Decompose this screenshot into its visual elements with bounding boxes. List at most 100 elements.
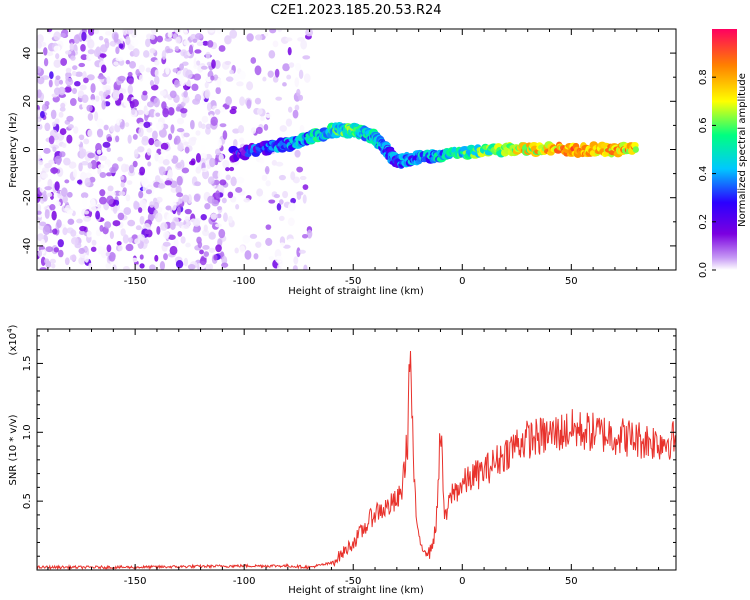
noise-point [101, 100, 106, 110]
noise-point [182, 95, 190, 104]
noise-point [217, 170, 223, 180]
noise-point [71, 237, 79, 245]
noise-point [273, 193, 280, 199]
noise-point [98, 196, 107, 205]
noise-point [118, 191, 126, 196]
noise-point [176, 192, 184, 198]
noise-point [117, 245, 123, 252]
noise-point [137, 146, 145, 153]
noise-point [58, 111, 64, 118]
noise-point [305, 29, 314, 37]
noise-point [190, 158, 196, 166]
noise-point [86, 104, 93, 112]
noise-point [185, 242, 191, 248]
noise-point [73, 126, 79, 134]
noise-point [125, 243, 134, 252]
noise-point [174, 162, 183, 170]
noise-point [149, 201, 155, 208]
noise-point [176, 175, 183, 186]
chart-title: C2E1.2023.185.20.53.R24 [270, 3, 441, 18]
noise-point [155, 212, 163, 223]
noise-point [193, 193, 201, 202]
noise-point [131, 99, 139, 108]
noise-point [157, 156, 164, 164]
noise-point [133, 200, 139, 210]
noise-point [204, 81, 209, 89]
noise-point [250, 127, 257, 134]
noise-point [58, 86, 66, 96]
noise-point [55, 53, 60, 60]
noise-point [162, 159, 170, 166]
noise-point [216, 206, 222, 211]
noise-point [265, 237, 273, 246]
y-tick-label: 0.5 [22, 493, 33, 509]
noise-point [106, 244, 112, 253]
noise-point [37, 142, 40, 147]
noise-point [202, 229, 210, 237]
noise-point [216, 29, 223, 34]
noise-point [242, 234, 251, 244]
noise-point [156, 35, 164, 43]
noise-point [214, 223, 222, 228]
noise-point [44, 162, 52, 169]
noise-point [166, 48, 174, 54]
noise-point [96, 118, 105, 128]
noise-point [127, 78, 134, 85]
noise-point [175, 36, 181, 44]
noise-point [167, 106, 175, 116]
noise-point [43, 58, 49, 67]
noise-point [200, 145, 206, 151]
x-tick-label: 50 [565, 276, 578, 287]
noise-point [61, 187, 68, 197]
noise-point [277, 29, 283, 33]
noise-point [205, 123, 212, 130]
noise-point [129, 60, 136, 69]
noise-point [203, 224, 208, 233]
noise-point [175, 185, 182, 195]
noise-point [44, 209, 50, 219]
noise-point [176, 206, 181, 216]
noise-point [282, 190, 289, 199]
noise-point [221, 262, 229, 268]
noise-point [229, 166, 235, 172]
noise-point [143, 121, 151, 129]
x-tick-label: -150 [124, 276, 147, 287]
noise-point [55, 75, 61, 81]
noise-point [102, 141, 111, 148]
noise-point [132, 48, 140, 58]
noise-point [87, 112, 94, 121]
noise-point [229, 29, 238, 39]
noise-point [127, 71, 133, 77]
noise-point [217, 77, 222, 87]
y-tick-label: 20 [22, 95, 33, 108]
noise-point [125, 35, 131, 46]
x-tick-label: 0 [459, 276, 465, 287]
noise-point [87, 49, 95, 55]
noise-point [278, 215, 285, 221]
noise-point [216, 213, 222, 219]
noise-point [83, 138, 90, 145]
noise-point [225, 96, 232, 106]
noise-point [180, 236, 186, 244]
noise-point [153, 97, 160, 108]
colorbar-label: Normalized spectral amplitude [737, 73, 748, 227]
noise-point [126, 96, 132, 102]
noise-point [210, 213, 218, 220]
noise-point [213, 254, 218, 261]
noise-point [81, 31, 87, 42]
noise-point [302, 184, 309, 190]
noise-point [155, 112, 161, 117]
noise-point [134, 238, 141, 245]
noise-point [183, 39, 190, 46]
noise-point [205, 51, 211, 60]
noise-point [282, 82, 287, 87]
noise-point [255, 241, 262, 248]
noise-point [103, 124, 109, 131]
noise-point [174, 45, 180, 52]
noise-point [278, 199, 284, 205]
noise-point [181, 29, 189, 36]
noise-point [91, 239, 97, 246]
noise-point [93, 29, 100, 35]
snr-panel: -150 -100 -50 0 50 0.5 1.0 1.5 Height of strai… [6, 324, 677, 596]
noise-point [200, 65, 208, 70]
